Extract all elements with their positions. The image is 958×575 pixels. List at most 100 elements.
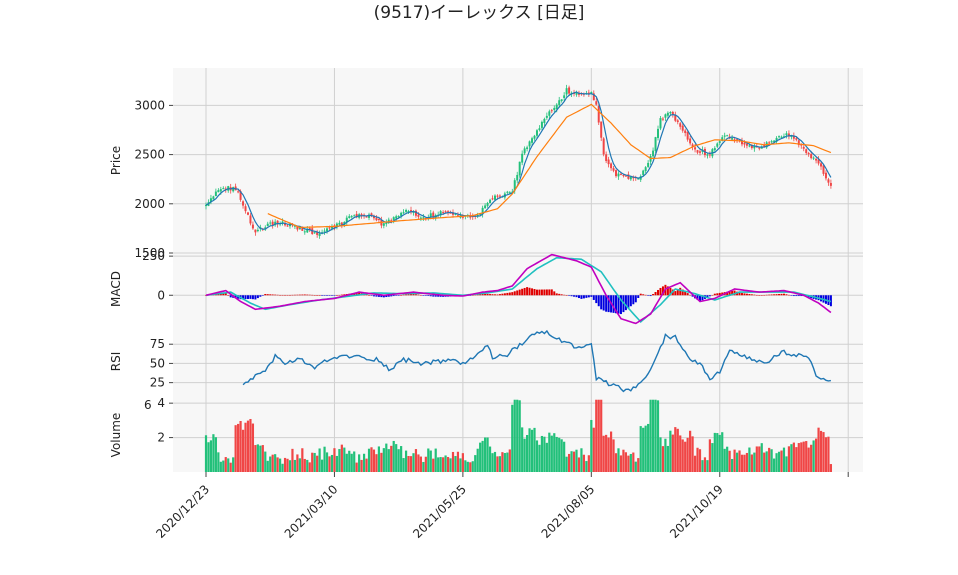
- candle-down: [768, 142, 771, 144]
- macd-histogram-bar: [795, 295, 798, 297]
- macd-histogram-bar: [627, 295, 630, 309]
- volume-bar: [814, 438, 818, 472]
- macd-histogram-bar: [649, 295, 652, 297]
- macd-histogram-bar: [242, 295, 245, 300]
- volume-bar: [311, 452, 314, 472]
- macd-histogram-bar: [632, 295, 635, 305]
- macd-histogram-bar: [560, 294, 563, 296]
- volume-bar: [486, 437, 489, 472]
- volume-bar: [698, 449, 702, 472]
- volume-bar: [345, 453, 348, 472]
- volume-bar: [540, 435, 544, 472]
- volume-bar: [637, 458, 640, 472]
- macd-histogram-bar: [768, 294, 771, 296]
- volume-bar: [360, 459, 363, 472]
- volume-bar: [550, 435, 553, 472]
- price-panel: [205, 84, 832, 239]
- volume-bar: [755, 446, 758, 472]
- macd-histogram-bar: [580, 295, 583, 299]
- y-tick-label: 4: [157, 396, 165, 410]
- volume-bar: [474, 455, 477, 472]
- macd-histogram-bar: [755, 294, 758, 296]
- macd-histogram-bar: [679, 287, 682, 296]
- macd-histogram-bar: [271, 294, 274, 296]
- macd-histogram-bar: [343, 294, 346, 296]
- x-tick-label: 2021/10/19: [667, 482, 726, 541]
- volume-bar: [232, 457, 235, 472]
- candle-up: [775, 137, 778, 142]
- volume-bar: [545, 442, 548, 472]
- candle-down: [740, 140, 743, 145]
- volume-bar: [587, 455, 590, 472]
- volume-bar: [629, 453, 632, 472]
- volume-bar: [422, 461, 425, 472]
- macd-histogram-bar: [639, 293, 642, 296]
- volume-bar: [404, 450, 408, 472]
- macd-histogram-bar: [731, 290, 734, 296]
- volume-bar: [575, 449, 578, 472]
- macd-histogram-bar: [227, 295, 230, 296]
- candle-up: [629, 176, 632, 180]
- candle-up: [718, 141, 721, 143]
- macd-histogram-bar: [479, 294, 482, 296]
- macd-histogram-bar: [340, 294, 343, 296]
- candle-up: [533, 135, 536, 139]
- volume-bar: [400, 446, 403, 472]
- candle-down: [681, 125, 684, 131]
- candle-down: [444, 211, 447, 213]
- candle-down: [249, 215, 252, 224]
- candle-up: [731, 138, 734, 140]
- volume-bar: [212, 434, 215, 472]
- candle-down: [246, 212, 249, 215]
- macd-histogram-bar: [489, 294, 492, 296]
- volume-bar: [251, 423, 255, 472]
- candle-down: [829, 182, 832, 186]
- volume-bar: [800, 442, 803, 472]
- macd-histogram-bar: [654, 292, 657, 296]
- volume-bar: [239, 420, 242, 472]
- candle-up: [565, 88, 568, 95]
- macd-histogram-bar: [590, 295, 593, 297]
- volume-bar: [303, 458, 306, 472]
- volume-bar: [414, 449, 418, 472]
- volume-bar: [627, 455, 630, 472]
- volume-bar: [775, 453, 778, 472]
- candle-down: [316, 231, 319, 235]
- candle-down: [365, 216, 368, 218]
- candle-down: [301, 226, 304, 231]
- macd-histogram-bar: [661, 286, 664, 296]
- candle-down: [743, 142, 746, 145]
- volume-bar: [802, 441, 805, 472]
- volume-bar: [219, 461, 222, 472]
- macd-histogram-bar: [501, 293, 504, 296]
- macd-histogram-bar: [274, 294, 277, 296]
- macd-histogram-bar: [550, 289, 553, 296]
- macd-histogram-bar: [770, 294, 773, 296]
- volume-bar: [407, 456, 410, 472]
- macd-histogram-bar: [800, 295, 803, 297]
- volume-bar: [743, 454, 746, 472]
- volume-bar: [619, 455, 623, 472]
- macd-histogram-bar: [526, 287, 529, 296]
- volume-bar: [409, 456, 413, 472]
- macd-histogram-bar: [288, 294, 291, 296]
- rsi-line: [242, 329, 831, 393]
- macd-histogram-bar: [743, 293, 746, 296]
- volume-bar: [343, 447, 346, 472]
- candle-down: [377, 219, 380, 221]
- volume-bar: [758, 446, 761, 472]
- volume-bar: [479, 442, 482, 472]
- candle-up: [785, 133, 788, 136]
- macd-histogram-bar: [634, 295, 637, 303]
- volume-bar: [325, 452, 329, 472]
- candle-down: [242, 201, 245, 206]
- macd-histogram-bar: [600, 295, 603, 310]
- volume-bar: [671, 434, 674, 472]
- candle-up: [479, 213, 482, 215]
- macd-histogram-bar: [713, 293, 716, 296]
- candle-down: [417, 214, 420, 217]
- volume-bar: [664, 438, 667, 472]
- candle-down: [805, 149, 808, 154]
- macd-histogram-bar: [508, 292, 511, 296]
- candle-up: [288, 224, 291, 227]
